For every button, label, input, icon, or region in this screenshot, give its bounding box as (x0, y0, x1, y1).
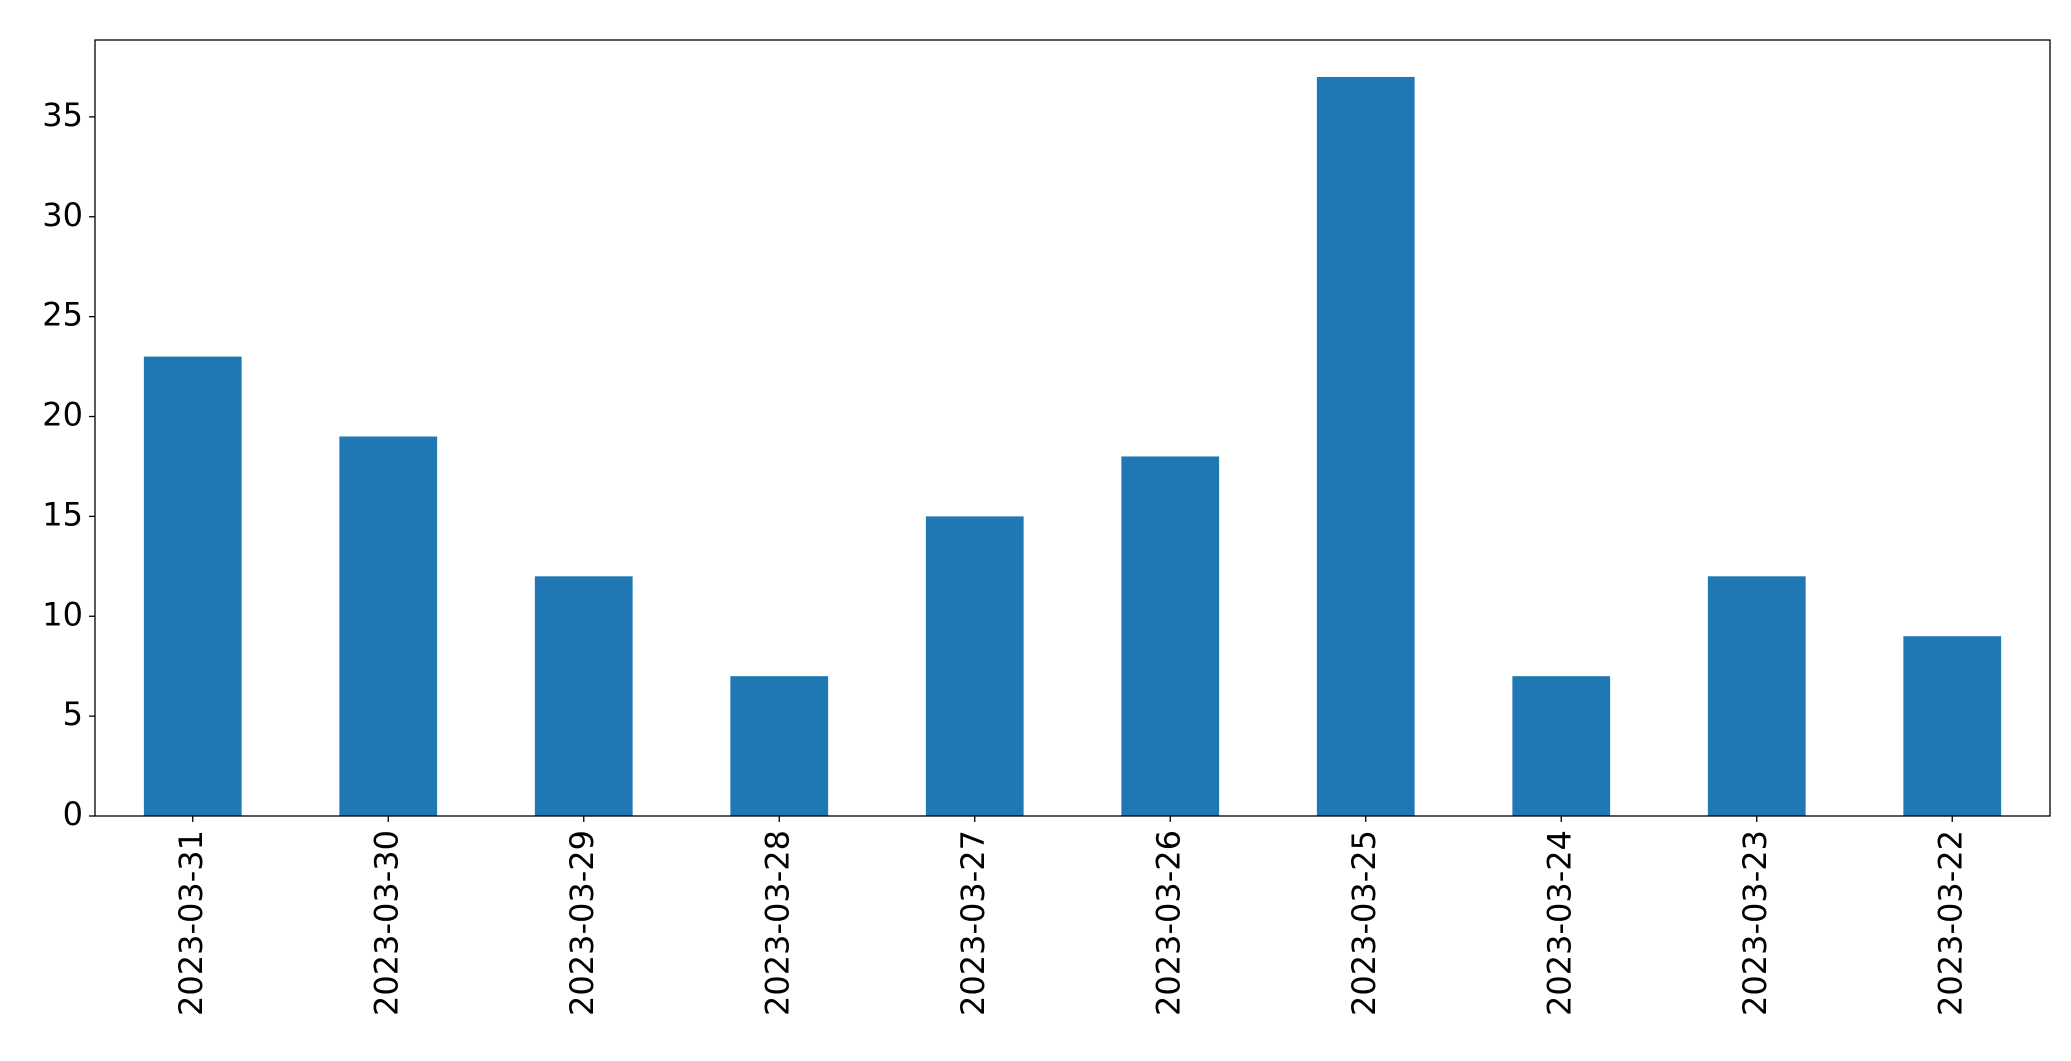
y-tick-label: 0 (63, 795, 83, 833)
plot-frame (94, 39, 2051, 817)
y-tick-label: 5 (63, 695, 83, 733)
bar (339, 436, 438, 816)
x-tick-label: 2023-03-30 (367, 830, 405, 1016)
bar (1512, 676, 1611, 816)
bar (143, 356, 242, 816)
bar (1316, 76, 1415, 816)
y-tick-label: 25 (42, 296, 83, 334)
y-tick-label: 15 (42, 495, 83, 533)
x-tick-label: 2023-03-27 (954, 830, 992, 1016)
y-tick-label: 10 (42, 595, 83, 633)
x-tick-label: 2023-03-29 (563, 830, 601, 1016)
bar (925, 516, 1024, 816)
bar (1903, 636, 2002, 816)
y-tick-label: 20 (42, 396, 83, 434)
x-tick-label: 2023-03-25 (1345, 830, 1383, 1016)
x-tick-label: 2023-03-24 (1540, 830, 1578, 1016)
x-tick-label: 2023-03-26 (1149, 830, 1187, 1016)
x-tick-label: 2023-03-31 (172, 830, 210, 1016)
bar (1707, 576, 1806, 816)
bar (730, 676, 829, 816)
x-tick-label: 2023-03-28 (758, 830, 796, 1016)
x-tick-label: 2023-03-22 (1931, 830, 1969, 1016)
y-tick-label: 30 (42, 196, 83, 234)
y-tick-label: 35 (42, 96, 83, 134)
bar (534, 576, 633, 816)
x-tick-label: 2023-03-23 (1736, 830, 1774, 1016)
bar (1121, 456, 1220, 816)
